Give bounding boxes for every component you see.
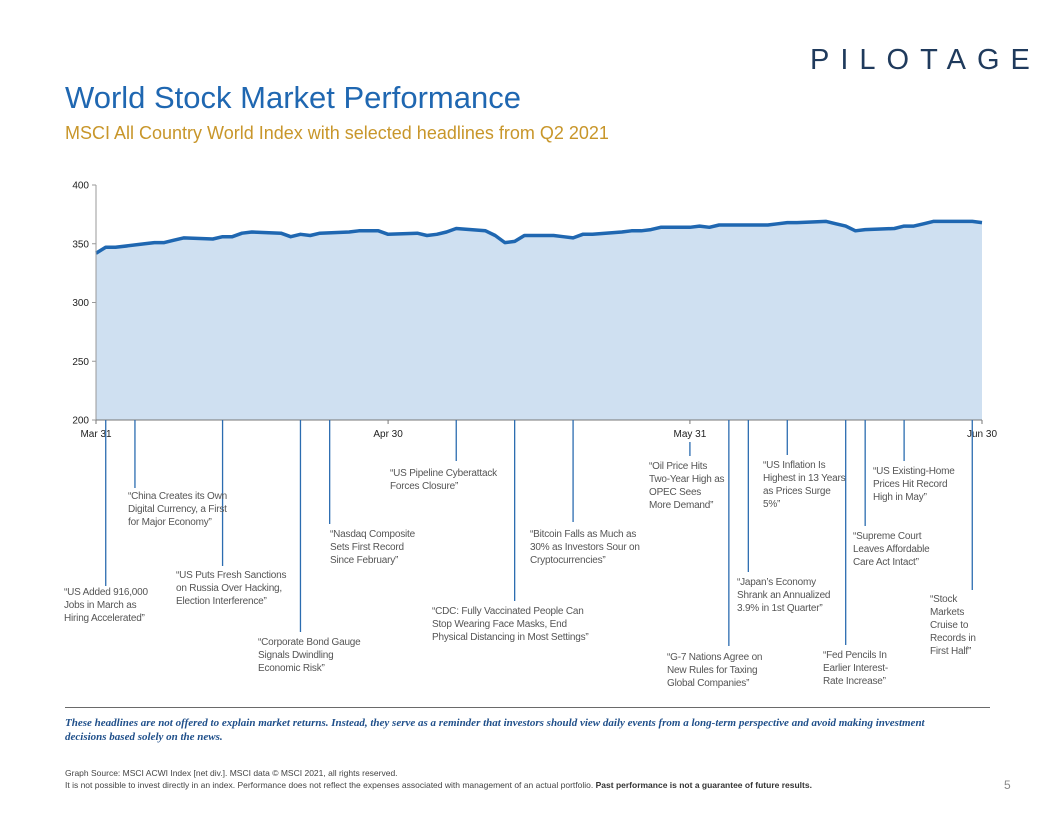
index-line <box>95 219 983 255</box>
logo-o-mark: O <box>886 44 921 76</box>
headline-text: “Supreme Court Leaves Affordable Care Ac… <box>853 531 930 568</box>
headline-text: “Corporate Bond Gauge Signals Dwindling … <box>258 637 361 674</box>
headline-text: “Japan’s Economy Shrank an Annualized 3.… <box>737 577 831 614</box>
x-tick-label: May 31 <box>674 429 707 440</box>
headline-text: “US Added 916,000 Jobs in March as Hirin… <box>64 587 148 624</box>
headline-text: “US Inflation Is Highest in 13 Years as … <box>763 460 846 510</box>
headline-text: “Bitcoin Falls as Much as 30% as Investo… <box>530 529 640 566</box>
y-tick-label: 250 <box>72 357 89 368</box>
page-title: World Stock Market Performance <box>65 80 521 115</box>
y-tick-label: 300 <box>72 298 89 309</box>
source-line-2: It is not possible to invest directly in… <box>65 779 812 791</box>
headline-text: “Stock Markets Cruise to Records in Firs… <box>930 594 976 657</box>
y-tick-label: 350 <box>72 239 89 250</box>
x-tick-label: Apr 30 <box>373 429 403 440</box>
headline-text: “Nasdaq Composite Sets First Record Sinc… <box>330 529 415 566</box>
source-line-2-text: It is not possible to invest directly in… <box>65 780 594 790</box>
logo-text-end: TAGE <box>920 44 1041 76</box>
headline-text: “G-7 Nations Agree on New Rules for Taxi… <box>667 652 763 689</box>
source-line-1: Graph Source: MSCI ACWI Index [net div.]… <box>65 768 398 778</box>
logo-text-start: PIL <box>810 44 887 76</box>
index-area-fill <box>96 221 982 420</box>
headline-text: “China Creates its Own Digital Currency,… <box>128 491 227 528</box>
y-tick-label: 400 <box>72 181 89 192</box>
x-tick-label: Jun 30 <box>967 429 997 440</box>
page-number: 5 <box>1004 778 1011 792</box>
y-tick-label: 200 <box>72 416 89 427</box>
headline-text: “CDC: Fully Vaccinated People Can Stop W… <box>432 606 589 643</box>
source-notes: Graph Source: MSCI ACWI Index [net div.]… <box>65 767 812 791</box>
page-subtitle: MSCI All Country World Index with select… <box>65 123 609 143</box>
pilotage-logo: PILOTAGE <box>810 44 1041 77</box>
x-tick-label: Mar 31 <box>80 429 112 440</box>
headline-text: “Fed Pencils In Earlier Interest-Rate In… <box>823 650 888 687</box>
headline-text: “Oil Price Hits Two-Year High as OPEC Se… <box>649 461 725 511</box>
headline-text: “US Existing-Home Prices Hit Record High… <box>873 466 955 503</box>
footer-divider <box>65 707 990 708</box>
past-performance-disclaimer: Past performance is not a guarantee of f… <box>595 780 812 790</box>
headline-text: “US Pipeline Cyberattack Forces Closure” <box>390 468 497 492</box>
headline-text: “US Puts Fresh Sanctions on Russia Over … <box>176 570 287 607</box>
disclaimer-note: These headlines are not offered to expla… <box>65 717 925 743</box>
